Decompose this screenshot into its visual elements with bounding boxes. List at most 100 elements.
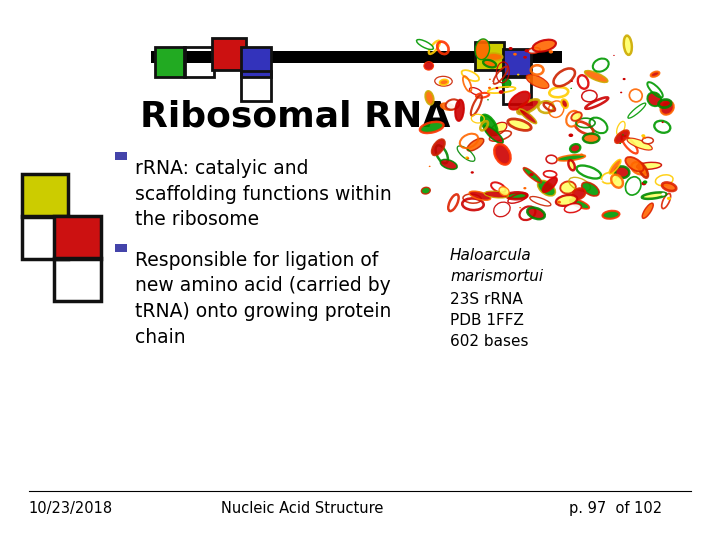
Ellipse shape: [622, 134, 624, 136]
Ellipse shape: [642, 137, 653, 144]
Ellipse shape: [569, 133, 573, 137]
Ellipse shape: [518, 99, 539, 114]
Ellipse shape: [627, 138, 652, 150]
Ellipse shape: [560, 181, 576, 194]
Bar: [184, 47, 214, 77]
Ellipse shape: [520, 206, 536, 220]
Ellipse shape: [636, 163, 662, 170]
Ellipse shape: [483, 60, 496, 68]
Bar: [241, 47, 271, 77]
Ellipse shape: [639, 163, 648, 178]
Ellipse shape: [620, 92, 622, 93]
Ellipse shape: [662, 183, 676, 191]
Ellipse shape: [441, 103, 454, 110]
Ellipse shape: [455, 100, 464, 121]
Ellipse shape: [421, 187, 431, 194]
Text: Ribosomal RNA: Ribosomal RNA: [140, 100, 451, 134]
Ellipse shape: [642, 192, 666, 199]
Ellipse shape: [631, 162, 647, 174]
Ellipse shape: [508, 119, 531, 131]
Ellipse shape: [570, 87, 572, 89]
Ellipse shape: [662, 193, 665, 195]
Ellipse shape: [600, 180, 603, 181]
Ellipse shape: [609, 159, 621, 174]
Ellipse shape: [557, 201, 561, 204]
Bar: [503, 76, 531, 104]
Ellipse shape: [654, 121, 670, 133]
Bar: [151, 51, 562, 63]
Ellipse shape: [428, 166, 431, 167]
Bar: [503, 49, 531, 77]
Ellipse shape: [469, 87, 482, 95]
Ellipse shape: [523, 187, 526, 190]
Ellipse shape: [506, 192, 527, 199]
Ellipse shape: [476, 93, 489, 98]
Ellipse shape: [539, 102, 554, 113]
Ellipse shape: [499, 90, 504, 94]
Bar: [22, 216, 68, 259]
Text: Haloarcula
marismortui: Haloarcula marismortui: [450, 248, 543, 285]
Ellipse shape: [485, 126, 503, 143]
Ellipse shape: [615, 166, 629, 178]
Ellipse shape: [623, 78, 626, 80]
Ellipse shape: [508, 47, 513, 50]
Ellipse shape: [495, 87, 498, 89]
Ellipse shape: [436, 145, 448, 163]
Text: p. 97  of 102: p. 97 of 102: [570, 501, 662, 516]
Ellipse shape: [651, 71, 660, 77]
Ellipse shape: [572, 188, 585, 199]
Ellipse shape: [420, 122, 444, 133]
Ellipse shape: [471, 171, 474, 174]
Ellipse shape: [568, 160, 575, 170]
Ellipse shape: [615, 131, 629, 143]
Ellipse shape: [426, 91, 433, 105]
Ellipse shape: [585, 71, 608, 83]
Ellipse shape: [432, 139, 445, 155]
Ellipse shape: [528, 48, 540, 53]
Text: 23S rRNA
PDB 1FFZ
602 bases: 23S rRNA PDB 1FFZ 602 bases: [450, 292, 528, 349]
Bar: [22, 174, 68, 217]
Ellipse shape: [469, 191, 490, 200]
Ellipse shape: [517, 73, 519, 76]
Ellipse shape: [533, 161, 536, 164]
Text: Nucleic Acid Structure: Nucleic Acid Structure: [221, 501, 384, 516]
Ellipse shape: [611, 174, 623, 188]
Ellipse shape: [503, 79, 511, 87]
Ellipse shape: [467, 157, 469, 159]
Bar: [212, 38, 246, 70]
Ellipse shape: [571, 112, 582, 121]
Bar: [475, 42, 504, 70]
Ellipse shape: [495, 144, 510, 165]
Ellipse shape: [577, 75, 588, 89]
Ellipse shape: [533, 40, 556, 52]
Bar: [241, 71, 271, 101]
Text: rRNA: catalyic and
scaffolding functions within
the ribosome: rRNA: catalyic and scaffolding functions…: [135, 159, 392, 230]
Ellipse shape: [564, 204, 581, 213]
Ellipse shape: [549, 50, 553, 53]
Ellipse shape: [513, 53, 517, 56]
Ellipse shape: [462, 70, 479, 81]
Ellipse shape: [519, 109, 536, 124]
Ellipse shape: [499, 187, 509, 195]
Ellipse shape: [487, 99, 489, 100]
Ellipse shape: [577, 67, 580, 69]
Ellipse shape: [557, 154, 585, 161]
Ellipse shape: [629, 89, 642, 102]
Bar: [115, 244, 127, 252]
Ellipse shape: [566, 111, 580, 126]
Ellipse shape: [485, 191, 508, 198]
Ellipse shape: [490, 123, 507, 136]
Ellipse shape: [488, 87, 491, 89]
Ellipse shape: [485, 53, 503, 60]
Ellipse shape: [556, 195, 577, 206]
Ellipse shape: [570, 144, 580, 152]
Ellipse shape: [619, 143, 621, 144]
Ellipse shape: [481, 115, 497, 135]
Ellipse shape: [465, 157, 469, 159]
Ellipse shape: [440, 79, 449, 85]
Ellipse shape: [529, 173, 534, 176]
Ellipse shape: [570, 199, 589, 209]
Text: Responsible for ligation of
new amino acid (carried by
tRNA) onto growing protei: Responsible for ligation of new amino ac…: [135, 251, 392, 347]
Ellipse shape: [526, 75, 549, 89]
Ellipse shape: [523, 168, 541, 183]
